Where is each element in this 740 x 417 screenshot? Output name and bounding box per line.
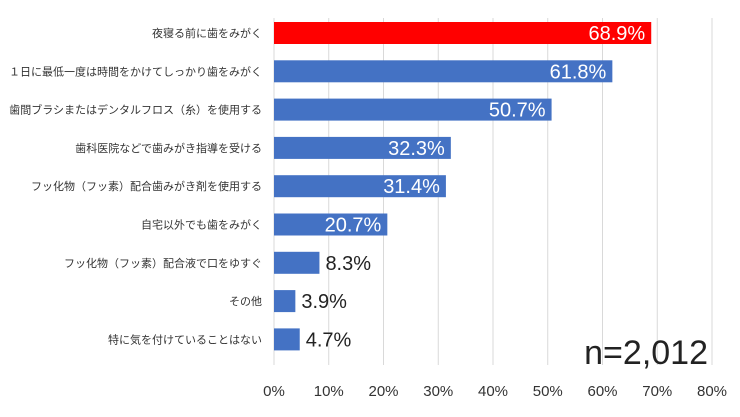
bar [274,60,613,83]
x-tick-label: 60% [587,383,617,400]
x-tick-label: 80% [697,383,727,400]
category-labels: 夜寝る前に歯をみがく １日に最低一度は時間をかけてしっかり歯をみがく歯間ブラシまた… [9,26,262,346]
bar [274,98,552,121]
category-label: フッ化物（フッ素）配合液で口をゆすぐ [64,256,262,270]
x-tick-label: 30% [423,383,453,400]
category-label: その他 [229,295,262,308]
value-label: 31.4% [383,176,440,198]
bar [274,251,320,274]
category-label: フッ化物（フッ素）配合歯みがき剤を使用する [31,179,262,193]
x-tick-labels: 0% 10% 20% 30% 40% 50% 60% 70% 80% [263,383,727,400]
value-label: 3.9% [301,291,347,313]
category-label: 夜寝る前に歯をみがく [152,26,262,40]
value-label: 32.3% [388,138,445,160]
x-tick-label: 50% [533,383,563,400]
value-label: 68.9% [589,23,646,45]
bar [274,290,296,313]
x-tick-label: 40% [478,383,508,400]
x-tick-label: 70% [642,383,672,400]
value-label: 50.7% [489,100,546,122]
value-labels: 68.9% 61.8%50.7% 32.3% 31.4%20.7% 8.3% 3.9% 4.… [301,23,645,351]
x-tick-label: 0% [263,383,285,400]
bar [274,175,446,198]
sample-size-annotation: n=2,012 [584,334,708,372]
category-label: 歯科医院などで歯みがき指導を受ける [75,141,262,155]
bars [274,22,652,351]
bar [274,136,451,159]
value-label: 61.8% [550,61,607,83]
value-label: 8.3% [325,253,371,275]
value-label: 20.7% [325,215,382,237]
category-label: １日に最低一度は時間をかけてしっかり歯をみがく [9,64,262,78]
x-tick-label: 10% [314,383,344,400]
category-label: 自宅以外でも歯をみがく [141,218,262,232]
category-label: 特に気を付けていることはない [108,332,262,346]
bar [274,213,388,236]
category-label: 歯間ブラシまたはデンタルフロス（糸）を使用する [9,103,262,117]
value-label: 4.7% [306,329,352,351]
bar [274,22,652,44]
bar [274,328,300,351]
x-tick-label: 20% [368,383,398,400]
